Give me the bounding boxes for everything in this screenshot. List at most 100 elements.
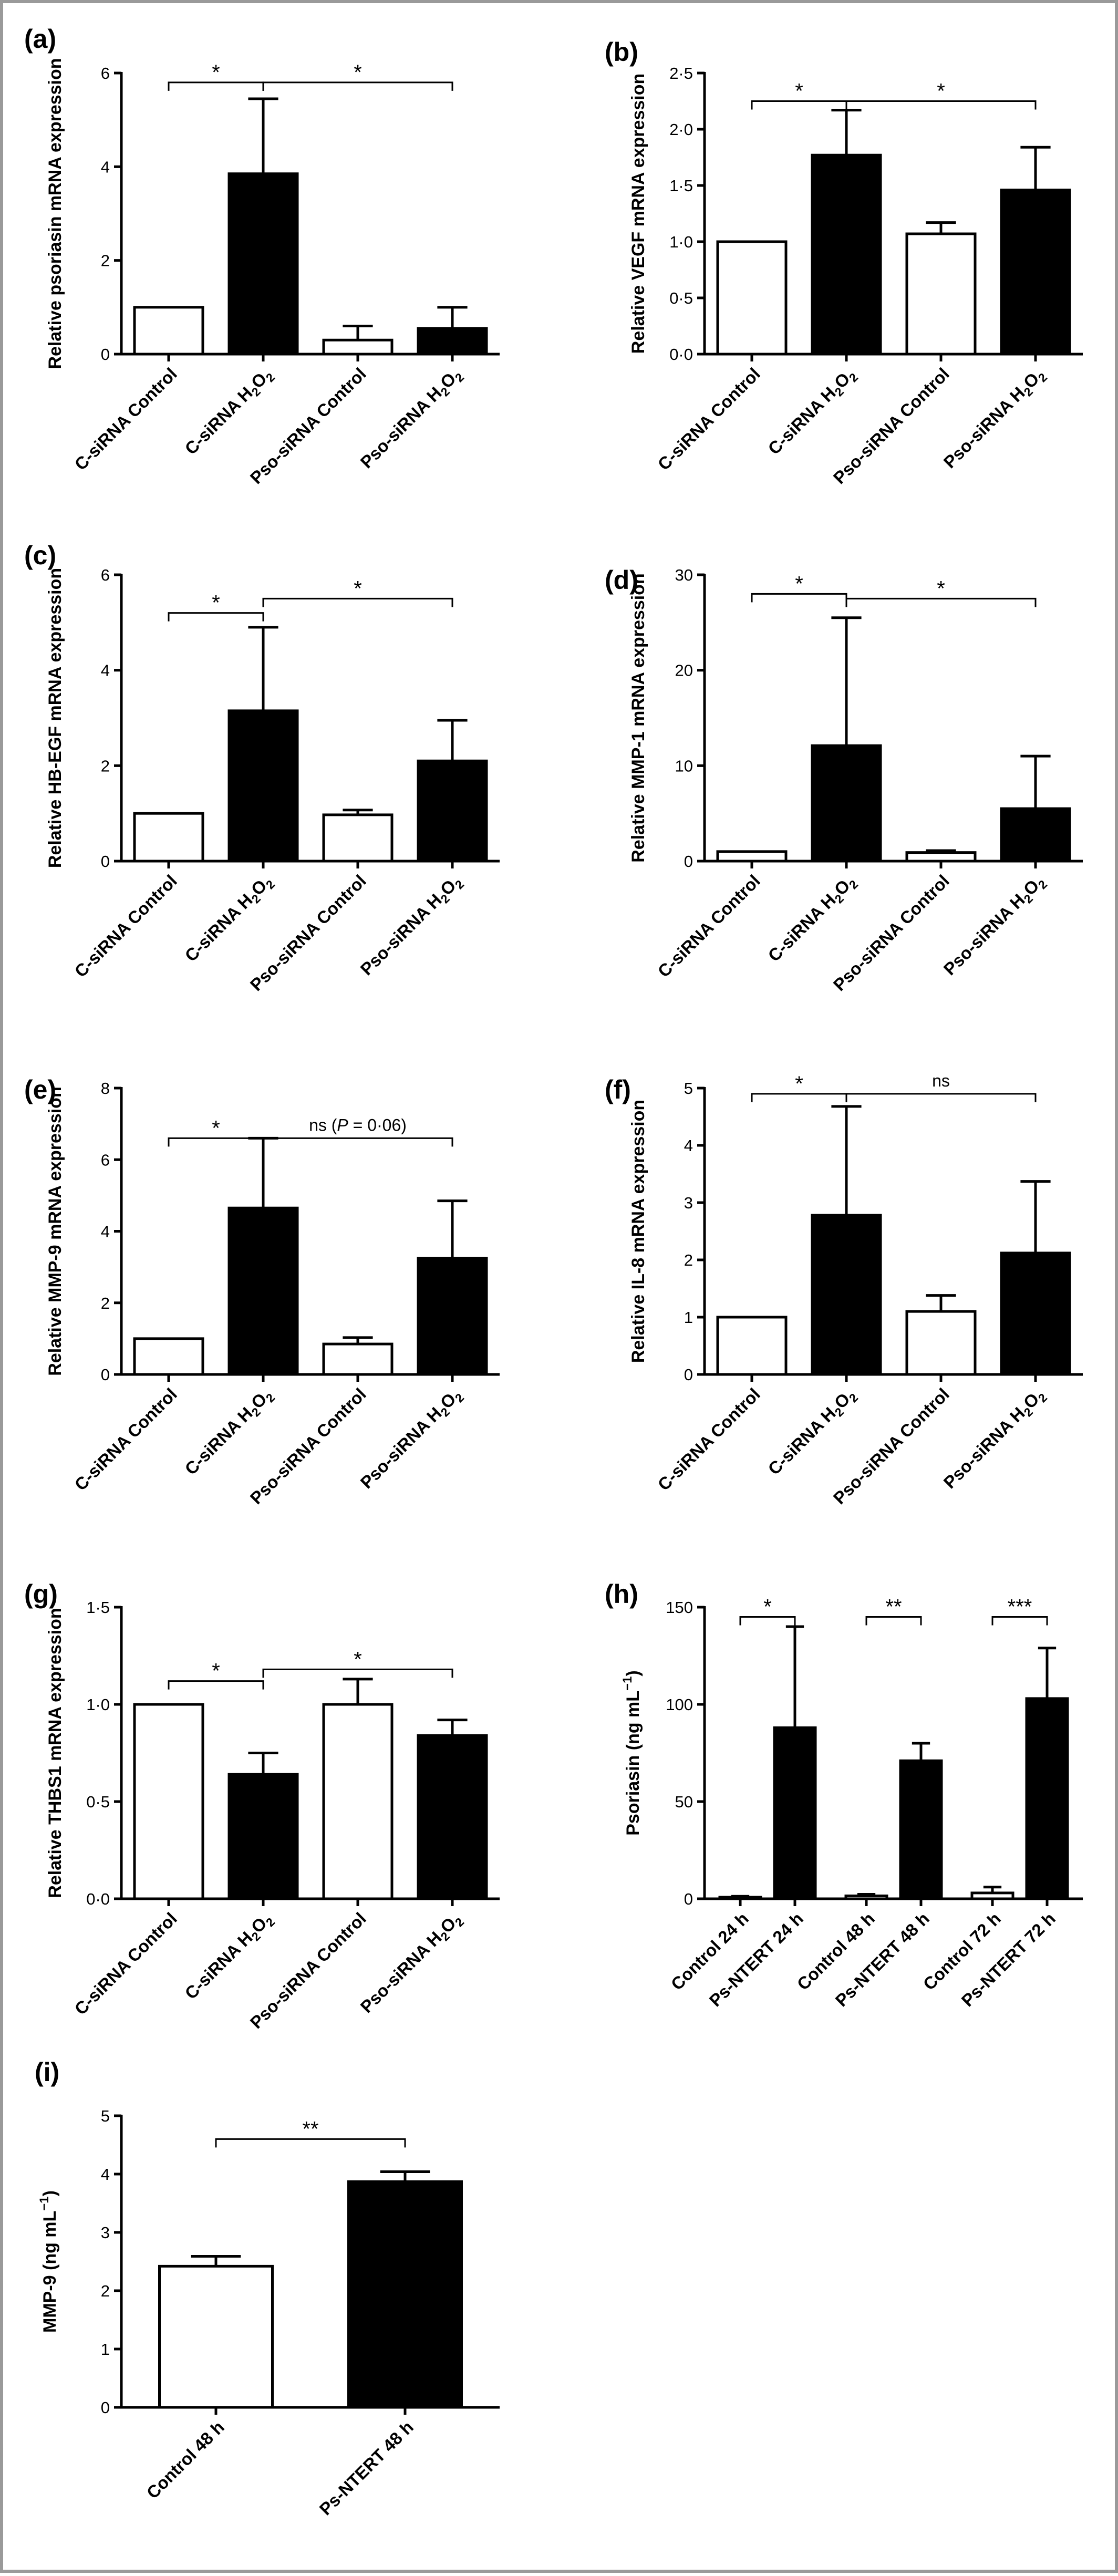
y-axis-label: MMP-9 (ng mL−1) — [37, 2190, 60, 2333]
bar — [347, 2180, 463, 2409]
panel-letter: (h) — [605, 1579, 638, 1609]
category-label: Pso-siRNA H2O2 — [939, 364, 1050, 474]
y-tick-label: 0·5 — [86, 1793, 110, 1811]
chart-panel-f: (f) 0 1 2 3 4 5 C-siRNA Control C-siRNA H2O2 Pso-… — [605, 1071, 1083, 1508]
y-tick-label: 2 — [101, 1294, 110, 1312]
bar — [1000, 189, 1071, 356]
chart-panel-b: (b) 0·0 0·5 1·0 1·5 2·0 2·5 C-siRNA Control C-si… — [605, 37, 1083, 488]
bar — [970, 1891, 1015, 1900]
significance-label: ** — [302, 2117, 318, 2140]
category-label: Pso-siRNA H2O2 — [356, 364, 467, 474]
y-tick-label: 2 — [101, 757, 110, 775]
y-tick-label: 0 — [684, 1890, 693, 1908]
panel-letter: (b) — [605, 37, 638, 67]
y-tick-label: 4 — [101, 2165, 110, 2184]
y-tick-label: 0·0 — [86, 1890, 110, 1908]
y-axis-label: Relative HB-EGF mRNA expression — [45, 568, 65, 868]
bar — [133, 1703, 204, 1900]
y-tick-label: 2 — [101, 252, 110, 270]
significance-label: * — [795, 1072, 803, 1095]
bar — [811, 153, 882, 356]
significance-label: * — [212, 1660, 220, 1683]
chart-panel-e: (e) 0 2 4 6 8 C-siRNA Control C-siRNA H2O2 Pso-s… — [24, 1075, 500, 1508]
bar — [322, 1703, 394, 1900]
y-tick-label: 2 — [684, 1251, 693, 1269]
category-label: Ps-NTERT 24 h — [706, 1909, 807, 2010]
bar — [417, 1734, 488, 1900]
bar — [417, 327, 488, 356]
y-tick-label: 0 — [101, 1365, 110, 1384]
bar — [1000, 1251, 1071, 1376]
significance-label: *** — [1008, 1596, 1032, 1619]
y-tick-label: 150 — [666, 1598, 693, 1617]
bar — [811, 1214, 882, 1376]
significance-label: * — [212, 61, 220, 84]
significance-label: * — [937, 577, 945, 600]
category-label: C-siRNA H2O2 — [181, 1384, 277, 1481]
significance-label: * — [354, 1648, 362, 1671]
y-tick-label: 0·5 — [669, 289, 693, 307]
y-tick-label: 50 — [675, 1793, 693, 1811]
bar — [227, 172, 299, 356]
y-tick-label: 1·5 — [669, 177, 693, 195]
y-tick-label: 1·0 — [86, 1695, 110, 1714]
y-tick-label: 0 — [101, 2398, 110, 2417]
significance-label: * — [795, 572, 803, 595]
y-tick-label: 4 — [684, 1136, 693, 1155]
bar — [322, 813, 394, 863]
bar — [158, 2264, 274, 2409]
y-tick-label: 4 — [101, 158, 110, 176]
significance-bracket — [991, 1616, 1048, 1626]
bar — [905, 851, 977, 863]
category-label: C-siRNA Control — [71, 1384, 181, 1494]
bar — [133, 1337, 204, 1376]
y-tick-label: 0 — [101, 852, 110, 871]
significance-bracket — [168, 1680, 264, 1690]
bar — [773, 1726, 817, 1900]
y-tick-label: 20 — [675, 661, 693, 680]
y-tick-label: 6 — [101, 566, 110, 584]
category-label: Ps-NTERT 48 h — [832, 1909, 933, 2010]
significance-bracket — [262, 1137, 453, 1147]
y-tick-label: 100 — [666, 1695, 693, 1714]
bar — [322, 1342, 394, 1376]
bar — [133, 812, 204, 863]
y-tick-label: 3 — [684, 1194, 693, 1212]
y-tick-label: 3 — [101, 2223, 110, 2242]
category-label: C-siRNA H2O2 — [181, 364, 277, 461]
y-tick-label: 0 — [684, 852, 693, 871]
significance-label: * — [354, 577, 362, 600]
bar — [1000, 807, 1071, 863]
significance-bracket — [168, 612, 264, 622]
y-tick-label: 0·0 — [669, 345, 693, 364]
chart-panel-c: (c) 0 2 4 6 C-siRNA Control C-siRNA H2O2 Pso-si… — [24, 541, 500, 995]
bar — [322, 338, 394, 356]
y-tick-label: 4 — [101, 661, 110, 680]
panel-letter: (d) — [605, 565, 638, 595]
y-tick-label: 10 — [675, 757, 693, 775]
category-label: Pso-siRNA H2O2 — [356, 1909, 467, 2019]
panel-letter: (a) — [24, 24, 56, 54]
bar — [716, 1316, 788, 1376]
significance-label: * — [937, 80, 945, 103]
bar — [811, 744, 882, 863]
category-label: C-siRNA H2O2 — [181, 871, 277, 968]
y-tick-label: 2·0 — [669, 120, 693, 139]
significance-bracket — [739, 1616, 796, 1626]
significance-label: * — [212, 592, 220, 615]
category-label: C-siRNA Control — [654, 1384, 764, 1494]
panel-letter: (i) — [35, 2057, 59, 2087]
significance-bracket — [845, 100, 1037, 110]
y-tick-label: 4 — [101, 1223, 110, 1241]
category-label: Ps-NTERT 48 h — [316, 2417, 417, 2519]
y-tick-label: 30 — [675, 566, 693, 584]
significance-label: ns — [932, 1071, 950, 1090]
significance-label: * — [795, 80, 803, 103]
category-label: C-siRNA Control — [71, 871, 181, 981]
bar — [227, 1206, 299, 1376]
category-label: C-siRNA H2O2 — [764, 1384, 861, 1481]
category-label: Pso-siRNA H2O2 — [939, 871, 1050, 981]
